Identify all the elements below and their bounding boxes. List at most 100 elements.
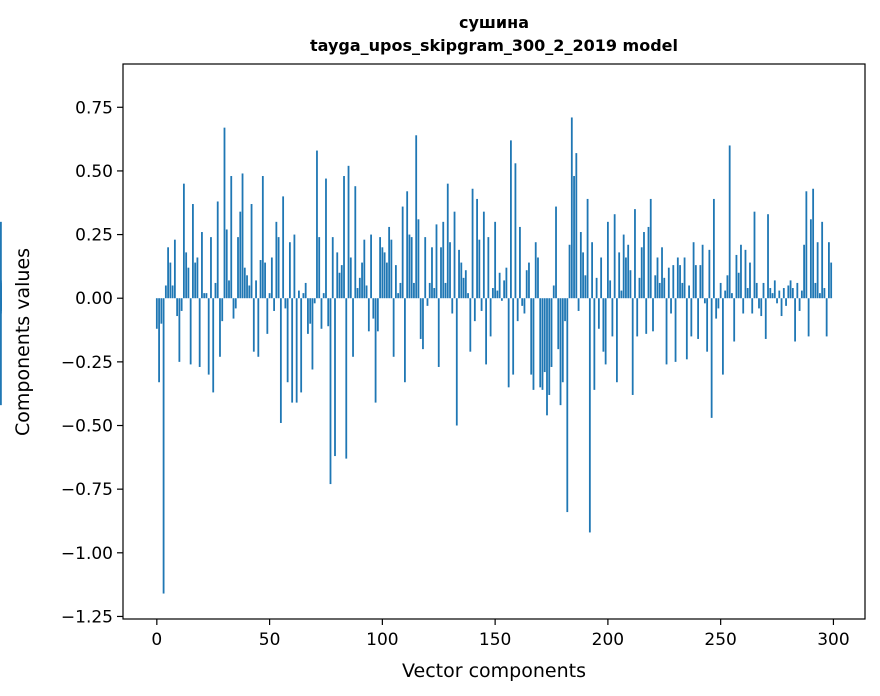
bar [388, 226, 391, 299]
bar [367, 298, 370, 332]
bar [537, 257, 539, 299]
bar [167, 247, 169, 299]
bar [525, 270, 528, 299]
y-tick-label: −1.25 [61, 607, 113, 627]
bar [751, 298, 754, 314]
bar [399, 282, 402, 299]
bar [658, 282, 661, 299]
bar [717, 298, 720, 309]
bar [791, 288, 794, 299]
bar [473, 298, 476, 322]
x-tick-label: 300 [817, 630, 849, 650]
bar [663, 277, 666, 299]
bar [363, 239, 366, 299]
bar [600, 257, 603, 299]
bar [753, 211, 756, 299]
bar [252, 298, 255, 352]
bar [722, 298, 724, 375]
bar [476, 198, 478, 299]
bar [500, 298, 503, 301]
bar [471, 188, 474, 299]
bar [749, 262, 751, 299]
bar [652, 298, 654, 332]
bar [737, 272, 740, 299]
bar [577, 298, 580, 311]
bar [579, 232, 582, 299]
x-tick-label: 50 [259, 630, 281, 650]
y-tick-label: −0.75 [61, 480, 113, 500]
bar [340, 265, 343, 299]
bar [740, 244, 742, 299]
bar [169, 262, 172, 299]
bar [162, 298, 165, 594]
bar [528, 262, 530, 299]
bar [706, 298, 709, 352]
bar [248, 285, 251, 299]
bar [742, 298, 745, 314]
bar [327, 298, 330, 327]
bar [365, 285, 368, 299]
bar [451, 298, 454, 314]
bar [180, 298, 183, 311]
bar [679, 265, 681, 299]
bar [604, 298, 607, 365]
bar [279, 298, 282, 423]
bar [309, 298, 312, 324]
bar [458, 249, 460, 299]
bar [758, 298, 760, 309]
bar [595, 277, 598, 299]
chart-title-line2: tayga_upos_skipgram_300_2_2019 model [310, 36, 678, 55]
bar [192, 204, 194, 299]
bar [787, 285, 790, 299]
bar [552, 285, 555, 299]
bar [345, 298, 348, 459]
bar [744, 249, 747, 299]
bar [649, 198, 652, 299]
y-tick-label: 0.75 [75, 98, 113, 118]
bar [532, 298, 535, 390]
bar [304, 282, 307, 299]
bar [523, 298, 526, 314]
bar [629, 270, 632, 299]
bar [216, 201, 219, 299]
bar [631, 298, 634, 395]
plot-area-frame [122, 63, 866, 620]
bar [433, 288, 436, 299]
bar [322, 293, 325, 299]
bar [243, 267, 246, 299]
bar [683, 257, 686, 299]
bar [401, 206, 404, 299]
bar [462, 277, 465, 299]
bar [593, 298, 596, 390]
bar [708, 249, 711, 299]
bar [223, 127, 226, 299]
bar [419, 298, 422, 339]
bar [762, 282, 765, 299]
bar [514, 163, 517, 299]
bar [408, 234, 411, 299]
bar [778, 290, 781, 299]
bar [694, 265, 697, 299]
bar [584, 275, 587, 299]
y-tick-label: 0.00 [75, 289, 113, 309]
bar [597, 298, 600, 329]
bar [201, 232, 203, 299]
bar [548, 298, 551, 395]
bar [543, 298, 546, 373]
bar [349, 257, 352, 299]
bar [196, 257, 199, 299]
bar [288, 242, 291, 299]
bar [821, 221, 824, 299]
bar [505, 267, 508, 299]
bar [521, 298, 524, 306]
bar [164, 285, 167, 299]
bar [494, 221, 497, 299]
bar [313, 298, 316, 304]
bar [785, 298, 787, 306]
bar [187, 267, 190, 299]
bar [703, 298, 706, 304]
bar [449, 242, 451, 299]
bar [480, 298, 483, 311]
bar [331, 237, 334, 299]
